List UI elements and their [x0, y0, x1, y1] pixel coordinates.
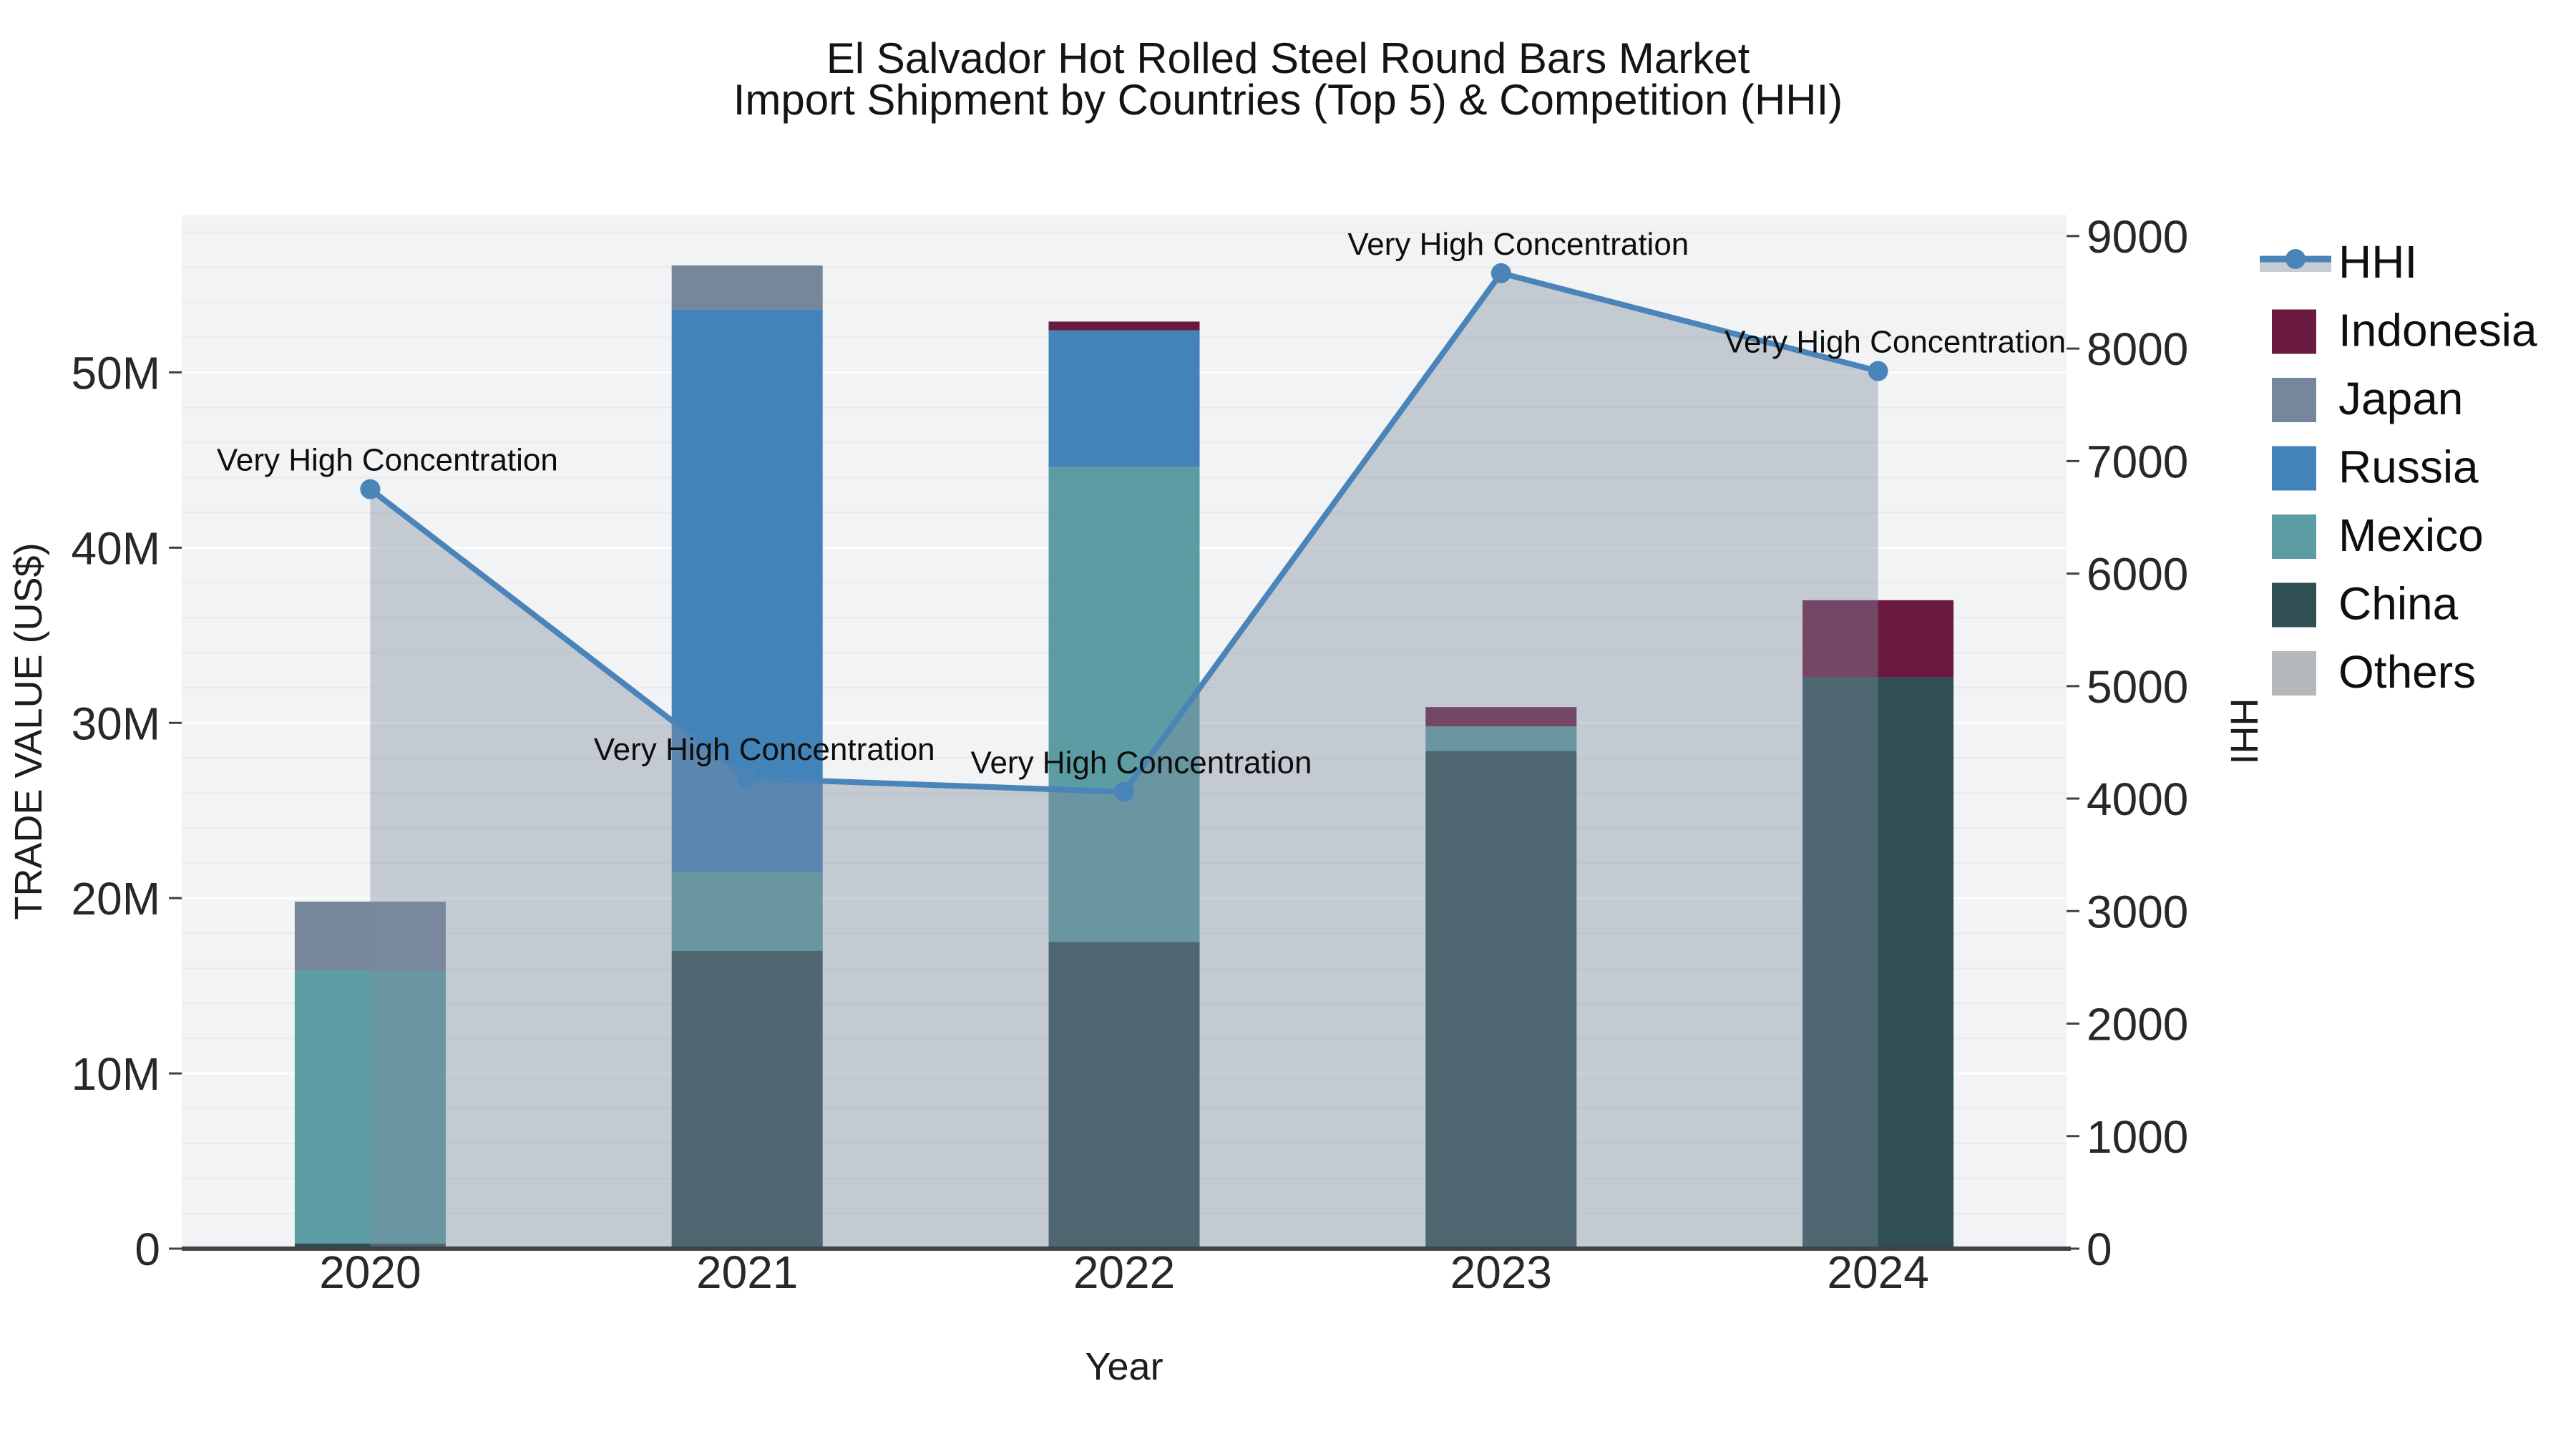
hhi-marker-2021[interactable]: [737, 768, 758, 789]
legend-label-japan: Japan: [2338, 373, 2463, 424]
y-axis-right-title: HHI: [2223, 698, 2265, 765]
y-left-tick-40M: 40M: [72, 522, 161, 574]
legend-swatch-mexico: [2272, 514, 2316, 559]
x-tick-2022: 2022: [1073, 1246, 1175, 1298]
bar-2022-china[interactable]: [1048, 942, 1200, 1249]
axes: 0 10M 20M 30M 40M 50M 0 1000 2000 3000 4000 5000 600…: [72, 211, 2189, 1298]
legend-swatch-china: [2272, 582, 2316, 628]
legend-label-hhi: HHI: [2338, 236, 2417, 288]
bar-2021-mexico[interactable]: [671, 872, 823, 951]
y-right-tick-7000: 7000: [2087, 436, 2188, 487]
bar-2023-mexico[interactable]: [1425, 726, 1577, 751]
annotation-2020: Very High Concentration: [217, 443, 558, 478]
hhi-marker-2024[interactable]: [1868, 361, 1888, 381]
legend-label-china: China: [2338, 578, 2459, 630]
hhi-marker-2020[interactable]: [360, 479, 381, 499]
y-right-tick-5000: 5000: [2087, 661, 2188, 713]
bar-2023-china[interactable]: [1425, 751, 1577, 1249]
legend-label-indonesia: Indonesia: [2338, 305, 2537, 356]
legend-label-others: Others: [2338, 646, 2476, 698]
y-left-tick-20M: 20M: [72, 873, 161, 924]
bar-2022-russia[interactable]: [1048, 330, 1200, 467]
y-left-tick-0: 0: [135, 1224, 160, 1275]
chart-title-line1: El Salvador Hot Rolled Steel Round Bars …: [826, 34, 1750, 82]
legend-swatch-others: [2272, 651, 2316, 696]
bar-2020-china[interactable]: [294, 1243, 446, 1249]
plot-area: [182, 215, 2067, 1249]
legend-item-others[interactable]: Others: [2272, 646, 2476, 698]
legend-item-mexico[interactable]: Mexico: [2272, 509, 2484, 561]
legend-swatch-indonesia: [2272, 309, 2316, 354]
chart-title-line2: Import Shipment by Countries (Top 5) & C…: [733, 76, 1843, 124]
bar-2021-china[interactable]: [671, 950, 823, 1249]
bar-2022-mexico[interactable]: [1048, 467, 1200, 942]
legend-item-japan[interactable]: Japan: [2272, 373, 2463, 424]
bar-2020-mexico[interactable]: [294, 970, 446, 1244]
x-tick-2024: 2024: [1827, 1246, 1928, 1298]
y-right-tick-6000: 6000: [2087, 549, 2188, 600]
y-left-tick-50M: 50M: [72, 347, 161, 399]
x-axis-line: [182, 1246, 2071, 1251]
y-left-tick-30M: 30M: [72, 698, 161, 749]
bar-2021-japan[interactable]: [671, 265, 823, 310]
legend-item-hhi[interactable]: HHI: [2260, 236, 2417, 288]
annotation-2023: Very High Concentration: [1347, 227, 1689, 262]
x-tick-2021: 2021: [696, 1246, 798, 1298]
legend-hhi-marker-icon: [2285, 249, 2306, 269]
bar-2020-japan[interactable]: [294, 902, 446, 970]
y-right-tick-3000: 3000: [2087, 886, 2188, 937]
y-left-tick-10M: 10M: [72, 1048, 161, 1100]
titles: El Salvador Hot Rolled Steel Round Bars …: [7, 34, 2265, 1388]
hhi-marker-2023[interactable]: [1491, 263, 1511, 283]
legend-item-indonesia[interactable]: Indonesia: [2272, 305, 2537, 356]
legend-label-mexico: Mexico: [2338, 509, 2484, 561]
y-axis-left-title: TRADE VALUE (US$): [7, 542, 50, 919]
annotation-2024: Very High Concentration: [1724, 325, 2066, 360]
y-right-tick-1000: 1000: [2087, 1111, 2188, 1163]
bar-2022-indonesia[interactable]: [1048, 321, 1200, 331]
y-right-tick-9000: 9000: [2087, 211, 2188, 263]
legend-swatch-japan: [2272, 378, 2316, 422]
hhi-marker-2022[interactable]: [1114, 781, 1134, 802]
y-right-tick-2000: 2000: [2087, 999, 2188, 1050]
annotation-2022: Very High Concentration: [971, 746, 1312, 781]
bar-2024-china[interactable]: [1802, 677, 1954, 1249]
annotation-2021: Very High Concentration: [594, 732, 935, 767]
x-axis-title: Year: [1085, 1345, 1163, 1388]
annotations: Very High Concentration Very High Concent…: [217, 227, 2066, 781]
y-right-tick-0: 0: [2087, 1224, 2112, 1275]
x-tick-2023: 2023: [1450, 1246, 1552, 1298]
legend-swatch-russia: [2272, 446, 2316, 491]
legend-item-china[interactable]: China: [2272, 578, 2459, 630]
bar-2024-indonesia[interactable]: [1802, 600, 1954, 678]
hhi-area-fill: [370, 273, 1878, 1249]
y-right-tick-8000: 8000: [2087, 323, 2188, 375]
x-tick-2020: 2020: [319, 1246, 421, 1298]
y-right-tick-4000: 4000: [2087, 774, 2188, 825]
legend: HHI Indonesia Japan Russia Mexico China Others: [2260, 236, 2537, 698]
legend-label-russia: Russia: [2338, 441, 2479, 493]
legend-item-russia[interactable]: Russia: [2272, 441, 2479, 493]
bar-2023-indonesia[interactable]: [1425, 707, 1577, 727]
